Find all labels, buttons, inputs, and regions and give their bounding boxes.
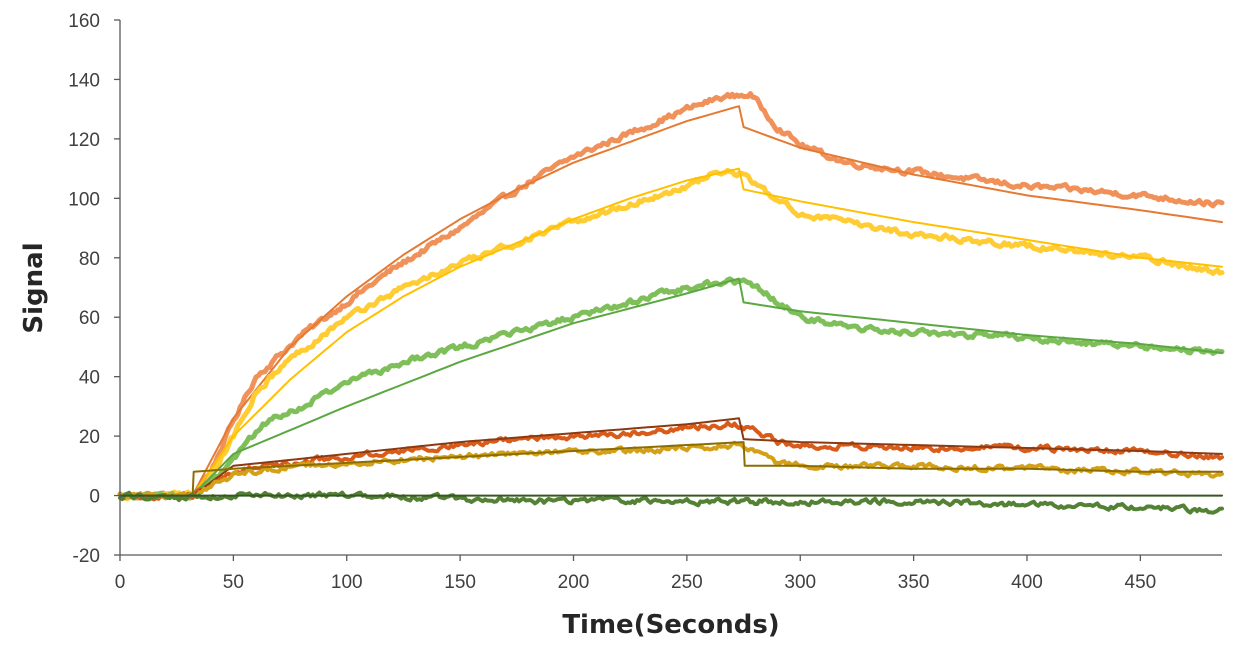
series-layer (117, 91, 1225, 515)
y-tick-label: 40 (79, 368, 100, 389)
measured-series-line (117, 276, 1225, 502)
fit-series-line (119, 417, 1223, 497)
x-tick-label: 400 (1011, 572, 1043, 593)
fit-series-line (119, 441, 1223, 497)
x-tick-label: 50 (223, 572, 244, 593)
x-tick-label: 450 (1125, 572, 1157, 593)
fit-series-line (119, 167, 1223, 497)
measured-series-line (118, 440, 1224, 501)
y-tick-label: 60 (79, 308, 100, 329)
x-axis-title: Time(Seconds) (562, 610, 779, 640)
fit-series-line (119, 105, 1223, 497)
measured-series-line (117, 167, 1225, 502)
y-tick-label: 160 (68, 11, 100, 32)
y-tick-label: 100 (68, 189, 100, 210)
measured-series-line (117, 91, 1225, 501)
y-axis-title: Signal (19, 242, 49, 333)
y-tick-label: -20 (73, 546, 100, 567)
x-tick-label: 200 (558, 572, 590, 593)
x-tick-label: 100 (331, 572, 363, 593)
x-tick-label: 250 (671, 572, 703, 593)
fit-series-line (119, 277, 1223, 497)
y-tick-label: 140 (68, 70, 100, 91)
y-tick-label: 20 (79, 427, 100, 448)
y-tick-label: 0 (89, 487, 100, 508)
y-tick-label: 120 (68, 130, 100, 151)
x-tick-label: 300 (784, 572, 816, 593)
x-tick-label: 0 (115, 572, 126, 593)
x-tick-label: 150 (444, 572, 476, 593)
x-tick-label: 350 (898, 572, 930, 593)
ticks-layer: 0 50 100 150 200 250 300 350 400 450 -20 0 20 40 60 80 1… (68, 11, 1156, 593)
y-tick-label: 80 (79, 249, 100, 270)
